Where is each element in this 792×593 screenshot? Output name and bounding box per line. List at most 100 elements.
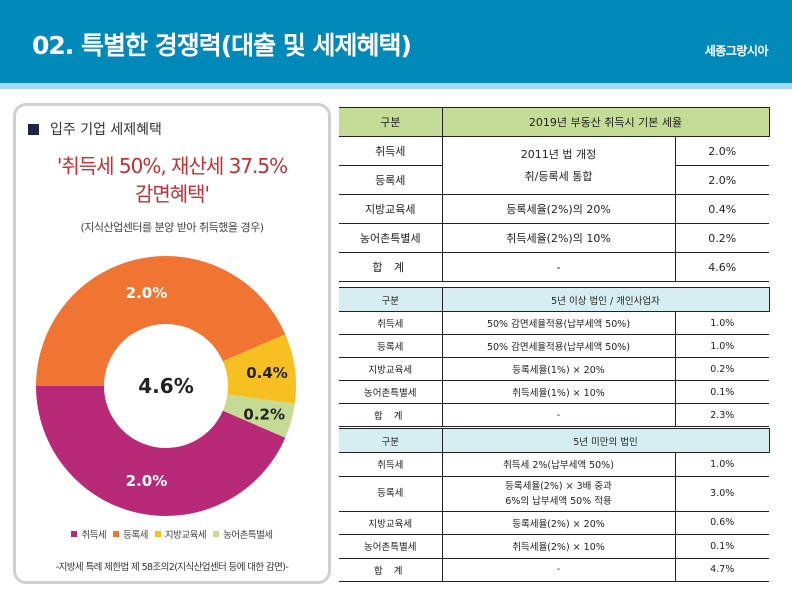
row-rate: 0.4% (675, 194, 769, 224)
row-name: 등록세 (339, 334, 443, 358)
row-rate: 2.0% (675, 136, 769, 166)
table-row: 지방교육세 등록세율(2%)의 20% 0.4% (339, 194, 769, 224)
row-basis: 50% 감면세율적용(납부세액 50%) (442, 311, 676, 335)
subnote: (지식산업센터를 분양 받아 취득했을 경우) (80, 221, 264, 234)
panel-heading-text: 입주 기업 세제혜택 (50, 122, 162, 138)
slice-label-local-education-tax: 0.4% (246, 364, 288, 382)
row-rate: 3.0% (675, 476, 769, 512)
chart-legend: 취득세 등록세 지방교육세 농어촌특별세 (16, 527, 328, 541)
over-5-years-tax-table: 구분 5년 이상 법인 / 개인사업자 취득세 50% 감면세율적용(납부세액 … (339, 287, 770, 427)
table-row: 등록세 50% 감면세율적용(납부세액 50%) 1.0% (339, 334, 770, 358)
row-name: 합 계 (339, 403, 443, 427)
row-basis: 50% 감면세율적용(납부세액 50%) (442, 334, 676, 358)
donut-slice-acquisition-tax (36, 386, 286, 516)
table-row: 농어촌특별세 취득세율(1%) × 10% 0.1% (339, 380, 770, 404)
table-row-total: 합 계 - 2.3% (339, 403, 770, 427)
row-rate: 0.1% (675, 380, 770, 404)
legend-swatch-icon (213, 531, 220, 537)
row-name: 농어촌특별세 (339, 534, 443, 559)
row-basis: 취득세율(2%) × 10% (442, 534, 676, 559)
table-row-total: 합 계 - 4.7% (339, 558, 769, 582)
panel-heading: 입주 기업 세제혜택 (28, 119, 162, 139)
row-name: 합 계 (339, 558, 443, 582)
slice-label-registration-tax: 2.0% (126, 284, 168, 302)
row-rate: 1.0% (675, 452, 769, 477)
row-basis-line-2: 6%의 납부세액 50% 적용 (505, 495, 612, 507)
slice-label-acquisition-tax: 2.0% (126, 472, 168, 490)
row-rate: 0.2% (675, 357, 770, 381)
column-header-category: 구분 (339, 287, 443, 312)
row-rate: 0.6% (675, 511, 769, 535)
row-name: 취득세 (339, 452, 443, 477)
table-row: 지방교육세 등록세율(2%) × 20% 0.6% (339, 511, 769, 535)
donut-center-total: 4.6% (138, 374, 193, 398)
legend-label: 등록세 (123, 530, 148, 541)
table-row: 농어촌특별세 취득세율(2%) × 10% 0.1% (339, 534, 769, 559)
column-header-category: 구분 (339, 107, 443, 137)
headline-line-2: 감면혜택' (134, 182, 210, 206)
legend-item-registration-tax: 등록세 (113, 527, 148, 541)
row-rate: 4.7% (675, 558, 769, 582)
column-header-title: 5년 이상 법인 / 개인사업자 (442, 287, 770, 312)
row-rate: 4.6% (675, 252, 769, 282)
donut-slice-rural-special-tax (222, 394, 295, 438)
row-basis-line-1: 등록세율(2%) × 3배 중과 (505, 480, 612, 492)
basic-tax-table: 구분 2019년 부동산 취득시 기본 세율 취득세 2011년 법 개정 취/… (339, 107, 770, 282)
donut-slice-local-education-tax (222, 334, 296, 404)
table-row: 농어촌특별세 취득세율(2%)의 10% 0.2% (339, 223, 769, 253)
row-name: 지방교육세 (339, 511, 443, 535)
row-name: 취득세 (339, 311, 443, 335)
legend-item-local-education-tax: 지방교육세 (154, 527, 207, 541)
header-banner: 02. 특별한 경쟁력(대출 및 세제혜택) 세종그랑시아 (0, 0, 792, 83)
square-bullet-icon (28, 123, 39, 135)
table-row: 지방교육세 등록세율(1%) × 20% 0.2% (339, 357, 770, 381)
table-row: 취득세 2011년 법 개정 취/등록세 통합 2.0% (339, 136, 769, 195)
legend-label: 지방교육세 (164, 530, 207, 541)
row-basis: - (442, 252, 676, 282)
table-header-row: 구분 5년 미만의 법인 (339, 428, 770, 453)
slice-label-rural-special-tax: 0.2% (243, 406, 285, 424)
merged-basis-line-2: 취/등록세 통합 (524, 169, 593, 183)
legend-label: 농어촌특별세 (223, 530, 273, 541)
row-rate: 2.3% (675, 403, 770, 427)
row-basis: 등록세율(2%) × 20% (442, 511, 676, 535)
column-header-category: 구분 (339, 428, 443, 453)
merged-basis-line-1: 2011년 법 개정 (520, 147, 597, 161)
table-row: 취득세 50% 감면세율적용(납부세액 50%) 1.0% (339, 311, 770, 335)
table-row-total: 합 계 - 4.6% (339, 252, 769, 282)
row-name: 합 계 (339, 252, 443, 282)
row-rate: 1.0% (675, 311, 770, 335)
row-name: 농어촌특별세 (339, 380, 443, 404)
table-row: 등록세 등록세율(2%) × 3배 중과 6%의 납부세액 50% 적용 3.0… (339, 476, 769, 512)
table-header-row: 구분 2019년 부동산 취득시 기본 세율 (339, 107, 770, 137)
row-rate: 0.2% (675, 223, 769, 253)
row-rate: 0.1% (675, 534, 769, 559)
row-basis: - (442, 403, 676, 427)
donut-slice-registration-tax (36, 256, 286, 386)
table-row: 취득세 취득세 2%(납부세액 50%) 1.0% (339, 452, 769, 477)
legend-swatch-icon (71, 531, 78, 537)
legend-label: 취득세 (81, 530, 107, 541)
footnote: -지방세 특례 제한법 제 58조의2(지식산업센터 등에 대한 감면)- (55, 562, 289, 573)
row-basis: 취득세 2%(납부세액 50%) (442, 452, 676, 477)
header-accent-strip (0, 83, 792, 89)
page-title: 02. 특별한 경쟁력(대출 및 세제혜택) (32, 31, 412, 60)
table-row: 등록세 2.0% (339, 165, 769, 195)
legend-swatch-icon (154, 531, 161, 537)
under-5-years-tax-table: 구분 5년 미만의 법인 취득세 취득세 2%(납부세액 50%) 1.0% 등… (339, 428, 770, 582)
row-rate: 2.0% (675, 165, 769, 195)
donut-chart: 2.0% 0.4% 0.2% 2.0% 4.6% (36, 256, 296, 516)
row-basis-merged: 2011년 법 개정 취/등록세 통합 (442, 136, 676, 195)
row-name: 등록세 (339, 165, 443, 195)
legend-item-rural-special-tax: 농어촌특별세 (213, 527, 273, 541)
row-name: 등록세 (339, 476, 443, 512)
tax-benefit-panel: 입주 기업 세제혜택 '취득세 50%, 재산세 37.5% 감면혜택' (지식… (13, 103, 331, 584)
column-header-title: 2019년 부동산 취득시 기본 세율 (442, 107, 770, 137)
row-basis: 등록세율(1%) × 20% (442, 357, 676, 381)
row-basis: - (442, 558, 676, 582)
row-basis: 취득세율(1%) × 10% (442, 380, 676, 404)
headline-line-1: '취득세 50%, 재산세 37.5% (56, 154, 288, 178)
row-rate: 1.0% (675, 334, 770, 358)
legend-swatch-icon (113, 531, 120, 537)
column-header-title: 5년 미만의 법인 (442, 428, 770, 453)
